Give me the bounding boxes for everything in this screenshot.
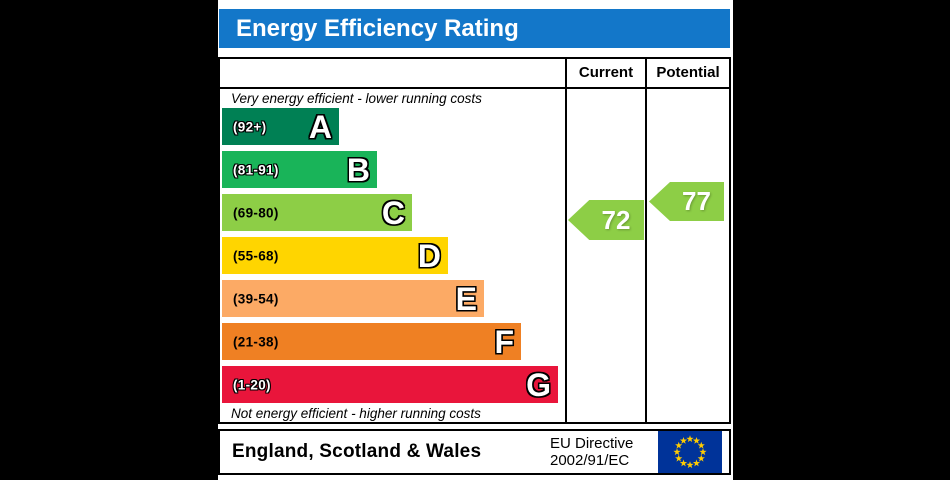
eu-directive-line2: 2002/91/EC [550, 452, 630, 469]
band-a: (92+) A [222, 108, 339, 145]
potential-rating-arrow: 77 [649, 182, 724, 221]
band-f-range: (21-38) [233, 334, 279, 349]
band-g: (1-20) G [222, 366, 558, 403]
bottom-note: Not energy efficient - higher running co… [231, 406, 481, 421]
current-column-header: Current [578, 64, 634, 81]
page-title: Energy Efficiency Rating [236, 15, 519, 42]
band-c-range: (69-80) [233, 205, 279, 220]
title-bar: Energy Efficiency Rating [219, 9, 730, 48]
band-c: (69-80) C [222, 194, 412, 231]
band-g-letter: G [526, 366, 551, 403]
eu-directive-line1: EU Directive [550, 435, 634, 452]
region-label: England, Scotland & Wales [232, 441, 482, 462]
band-c-letter: C [381, 194, 405, 231]
band-e-range: (39-54) [233, 291, 279, 306]
potential-rating-value: 77 [682, 186, 711, 216]
top-note: Very energy efficient - lower running co… [231, 91, 482, 106]
footer-bar: England, Scotland & Wales EU Directive 2… [218, 429, 731, 475]
band-b-range: (81-91) [233, 162, 279, 177]
band-e-letter: E [455, 280, 477, 317]
potential-column-divider [645, 59, 647, 422]
band-b-letter: B [346, 151, 370, 188]
band-d: (55-68) D [222, 237, 448, 274]
band-a-letter: A [308, 108, 332, 145]
band-d-range: (55-68) [233, 248, 279, 263]
band-f: (21-38) F [222, 323, 521, 360]
current-column-divider [565, 59, 567, 422]
chart-panel: Energy Efficiency Rating Current Potenti… [218, 0, 733, 480]
band-a-range: (92+) [233, 119, 267, 134]
band-f-letter: F [494, 323, 514, 360]
current-rating-value: 72 [601, 204, 631, 235]
table-header-row: Current Potential [220, 59, 729, 89]
eu-directive-label: EU Directive 2002/91/EC [550, 435, 633, 469]
band-b: (81-91) B [222, 151, 377, 188]
band-d-letter: D [417, 237, 441, 274]
potential-column-header: Potential [656, 64, 720, 81]
band-e: (39-54) E [222, 280, 484, 317]
current-rating-arrow: 72 [568, 200, 644, 240]
rating-table: Current Potential Very energy efficient … [218, 57, 731, 424]
band-g-range: (1-20) [233, 377, 271, 392]
eu-flag-icon [658, 431, 722, 473]
